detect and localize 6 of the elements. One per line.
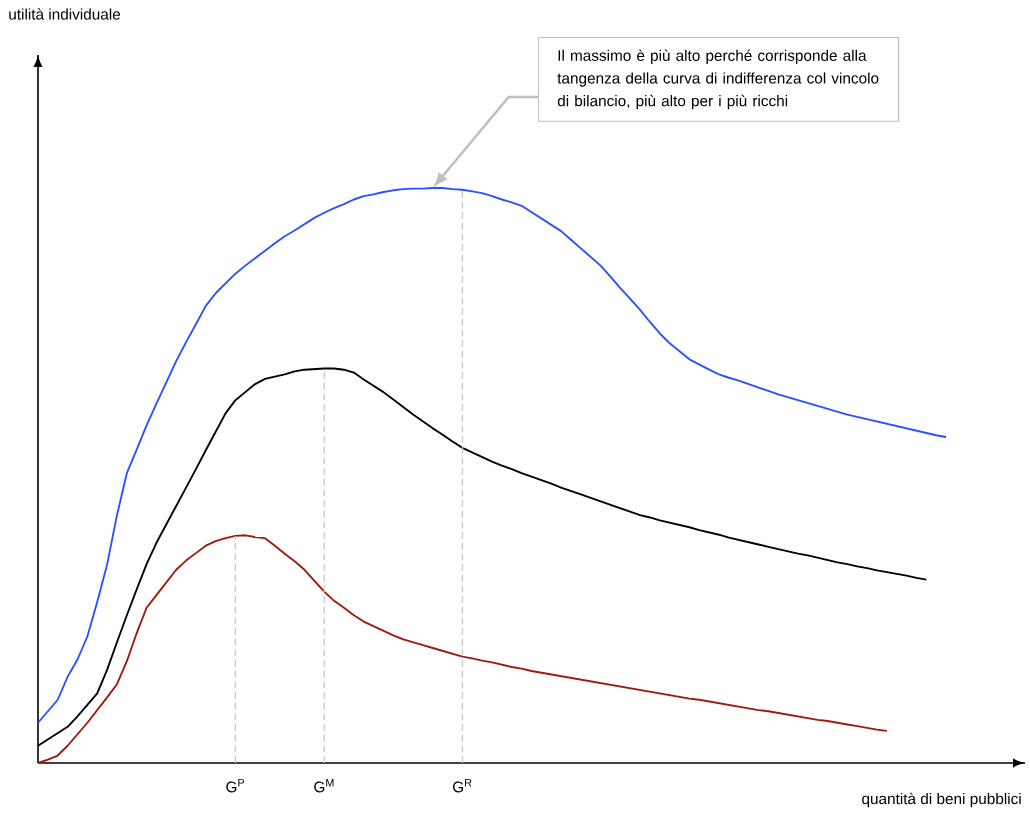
x-axis-title: quantità di beni pubblici (862, 792, 1021, 808)
x-tick-label: G$^{R}$ (453, 779, 472, 793)
text: utilità individuale (9, 8, 121, 20)
text: Il massimo è più alto perché corrisponde alla tangenza della curva di indifferenza col vincolo di bilancio, più alto per i più ricchi (557, 49, 879, 110)
x-tick-label: G$^{M}$ (314, 779, 334, 793)
x-tick-label: G$^{P}$ (226, 779, 245, 793)
